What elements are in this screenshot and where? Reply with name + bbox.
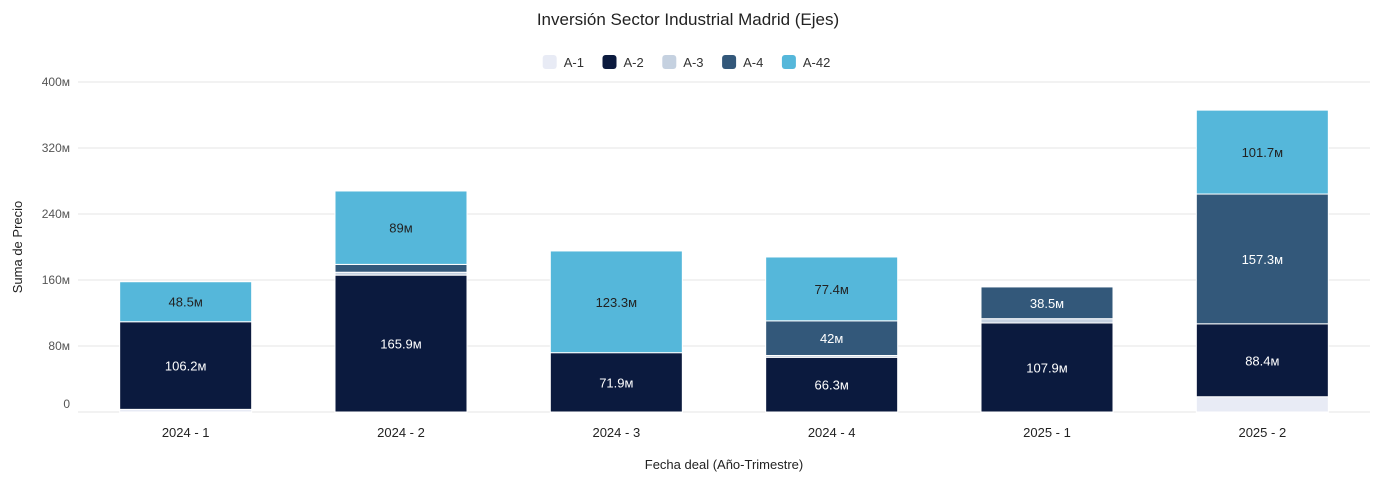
data-label-2024-3-a-42: 123.3м [596,295,638,310]
bar-2024-1-a-42 [119,281,253,323]
chart-title: Inversión Sector Industrial Madrid (Ejes… [537,10,839,29]
bar-2024-2-a-2 [334,274,468,413]
bar-2025-2-a-1 [1195,396,1329,413]
y-tick-label-0: 0 [63,397,70,411]
data-label-2024-1-a-2: 106.2м [165,359,207,374]
data-label-2025-1-a-2: 107.9м [1026,360,1068,375]
legend-swatch-a-1 [542,55,557,69]
legend-label-a-3: A-3 [683,55,703,70]
data-label-2024-4-a-4: 42м [820,331,843,346]
x-tick-label-2025-2: 2025 - 2 [1238,425,1286,440]
bar-2025-2-a-2 [1195,323,1329,398]
bar-2025-1-a-4 [980,286,1114,320]
legend-swatch-a-3 [662,55,677,69]
x-axis-ticks: 2024 - 1 2024 - 2 2024 - 3 2024 - 4 2025 - 1… [162,425,1286,440]
bar-2024-2-a-4 [334,263,468,273]
y-tick-label-160: 160м [42,273,70,287]
bar-2025-2-a-42 [1195,109,1329,195]
x-axis-title: Fecha deal (Año-Trimestre) [645,457,803,472]
data-label-2024-4-a-2: 66.3м [815,378,849,393]
legend-label-a-2: A-2 [624,55,644,70]
data-label-2024-1-a-42: 48.5м [169,295,203,310]
y-tick-label-320: 320м [42,141,70,155]
legend-swatch-a-2 [602,55,617,69]
y-tick-label-400: 400м [42,75,70,89]
bars: 106.2м 48.5м 165.9м 89м 71.9м 123.3м 66.3м 42м 7… [119,109,1329,413]
data-label-2025-2-a-4: 157.3м [1242,252,1284,267]
x-tick-label-2025-1: 2025 - 1 [1023,425,1071,440]
legend-label-a-1: A-1 [564,55,584,70]
legend-label-a-4: A-4 [743,55,763,70]
bar-2024-4-a-42 [765,256,899,322]
y-axis-title: Suma de Precio [10,201,25,294]
data-label-2025-1-a-4: 38.5м [1030,296,1064,311]
legend-label-a-42: A-42 [803,55,830,70]
x-tick-label-2024-4: 2024 - 4 [808,425,856,440]
data-label-2024-3-a-2: 71.9м [599,375,633,390]
data-label-2024-2-a-2: 165.9м [380,337,422,352]
data-label-2024-4-a-42: 77.4м [815,282,849,297]
legend-swatch-a-42 [781,55,796,69]
y-axis-ticks: 0 80м 160м 240м 320м 400м [42,75,71,411]
bar-2024-2-a-42 [334,190,468,265]
x-tick-label-2024-3: 2024 - 3 [592,425,640,440]
gridlines [78,81,1370,413]
bar-2025-1-a-2 [980,322,1114,413]
legend-swatch-a-4 [722,55,737,69]
y-tick-label-240: 240м [42,207,70,221]
bar-2024-1-a-2 [119,321,253,410]
bar-2025-2-a-4 [1195,193,1329,325]
bar-2025-1-a-3 [980,318,1114,324]
y-tick-label-80: 80м [48,339,70,353]
bar-2024-3-a-42 [549,250,683,354]
legend: A-1 A-2 A-3 A-4 A-42 [542,55,830,70]
data-label-2025-2-a-2: 88.4м [1245,353,1279,368]
x-tick-label-2024-2: 2024 - 2 [377,425,425,440]
data-label-2024-2-a-42: 89м [389,221,412,236]
x-tick-label-2024-1: 2024 - 1 [162,425,210,440]
data-label-2025-2-a-42: 101.7м [1242,145,1284,160]
bar-2024-4-a-2 [765,356,899,413]
